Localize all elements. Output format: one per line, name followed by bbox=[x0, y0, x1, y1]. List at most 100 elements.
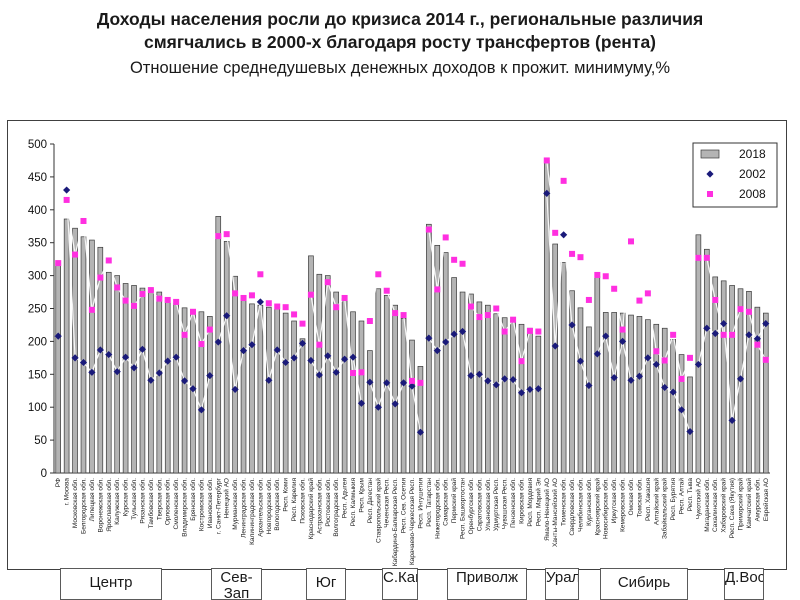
x-tick-label: Респ. Башкортостан bbox=[460, 478, 467, 539]
point-2002-76 bbox=[694, 360, 702, 369]
point-2002-42 bbox=[408, 382, 416, 390]
point-2002-50 bbox=[475, 370, 483, 378]
point-2002-47 bbox=[450, 330, 458, 338]
x-tick-label: Омская обл. bbox=[627, 478, 635, 516]
bar-2018-62 bbox=[577, 307, 584, 474]
bar-2018-76 bbox=[695, 234, 702, 474]
point-2008-79 bbox=[720, 331, 727, 338]
legend-label-2002: 2002 bbox=[739, 167, 766, 181]
x-tick-label: Оренбургская обл. bbox=[467, 478, 475, 534]
point-2008-59 bbox=[552, 229, 559, 236]
point-2008-36 bbox=[358, 369, 365, 376]
x-tick-label: Ленинградская обл. bbox=[240, 478, 248, 538]
point-2002-73 bbox=[669, 388, 677, 396]
x-tick-label: Ханты-Мансийский АО bbox=[551, 478, 559, 547]
point-2002-58 bbox=[543, 189, 551, 197]
point-2002-25 bbox=[265, 376, 273, 384]
x-tick-label: Респ. Калмыкия bbox=[350, 478, 357, 527]
point-2002-60 bbox=[560, 231, 568, 239]
point-2008-68 bbox=[628, 238, 635, 245]
x-tick-label: Респ. Дагестан bbox=[367, 478, 374, 524]
point-2008-52 bbox=[493, 305, 500, 312]
bar-2018-52 bbox=[493, 313, 500, 474]
x-tick-label: Астраханская обл. bbox=[315, 478, 323, 534]
point-2008-41 bbox=[400, 312, 407, 319]
bar-2018-45 bbox=[434, 244, 441, 474]
bar-2018-13 bbox=[164, 298, 171, 474]
bar-2018-55 bbox=[518, 323, 525, 474]
point-2002-40 bbox=[391, 400, 399, 408]
x-tick-label: Новгородская обл. bbox=[265, 478, 273, 535]
x-tick-label: Краснодарский край bbox=[307, 478, 315, 540]
point-2008-81 bbox=[737, 306, 744, 313]
point-2002-49 bbox=[467, 372, 475, 380]
point-2008-64 bbox=[594, 271, 601, 278]
bar-2018-38 bbox=[375, 288, 382, 474]
y-tick-label: 0 bbox=[41, 468, 47, 480]
bar-2018-22 bbox=[240, 298, 247, 474]
point-2008-2 bbox=[72, 251, 79, 258]
point-2008-24 bbox=[257, 271, 264, 278]
bar-2018-63 bbox=[586, 326, 592, 474]
point-2002-19 bbox=[214, 338, 222, 346]
bar-2018-17 bbox=[198, 311, 205, 474]
point-2008-33 bbox=[333, 304, 340, 311]
point-2008-21 bbox=[232, 290, 239, 297]
legend-swatch-2008 bbox=[707, 191, 713, 197]
bar-2018-60 bbox=[560, 262, 567, 474]
bar-2018-35 bbox=[350, 311, 356, 474]
point-2008-72 bbox=[661, 357, 668, 364]
bar-2018-37 bbox=[367, 350, 373, 474]
point-2008-62 bbox=[577, 254, 584, 261]
point-2008-25 bbox=[265, 300, 272, 307]
point-2008-75 bbox=[686, 354, 693, 361]
point-2002-55 bbox=[517, 389, 526, 397]
region-label-northwest: Сев-Зап bbox=[220, 569, 253, 600]
point-2008-45 bbox=[434, 286, 441, 293]
point-2002-15 bbox=[180, 377, 189, 385]
point-2008-50 bbox=[476, 314, 483, 321]
point-2008-35 bbox=[350, 369, 357, 376]
point-2008-12 bbox=[156, 295, 163, 302]
legend-label-2018: 2018 bbox=[739, 147, 766, 161]
point-2002-82 bbox=[745, 331, 753, 339]
chart-title-line2: смягчались в 2000-х благодаря росту тран… bbox=[143, 32, 657, 52]
point-2008-10 bbox=[139, 291, 146, 298]
x-tick-label: Новосибирская обл. bbox=[602, 478, 610, 539]
x-tick-label: Магаданская обл. bbox=[703, 478, 711, 532]
bar-2018-73 bbox=[670, 339, 676, 474]
point-2002-57 bbox=[534, 385, 542, 393]
bar-2018-56 bbox=[527, 327, 533, 474]
y-tick-label: 50 bbox=[34, 435, 47, 447]
x-tick-label: Волгоградская обл. bbox=[332, 478, 340, 537]
bar-2018-28 bbox=[291, 320, 297, 474]
bar-2018-58 bbox=[543, 160, 550, 474]
point-2008-34 bbox=[341, 294, 348, 301]
point-2002-83 bbox=[753, 335, 761, 343]
bar-2018-8 bbox=[122, 283, 129, 474]
point-2002-2 bbox=[71, 354, 79, 362]
region-label-ural: Урал bbox=[546, 569, 579, 586]
point-2008-31 bbox=[316, 341, 323, 348]
y-tick-label: 100 bbox=[28, 402, 47, 414]
x-tick-label: Чувашская Респ. bbox=[502, 478, 509, 529]
point-2002-1 bbox=[63, 186, 71, 194]
bar-2018-59 bbox=[552, 243, 558, 474]
point-2008-55 bbox=[518, 358, 525, 365]
point-2008-53 bbox=[501, 328, 508, 335]
region-box-far-east: Д.Вост bbox=[724, 568, 764, 600]
bar-2018-21 bbox=[232, 275, 238, 474]
x-tick-label: Тверская обл. bbox=[155, 478, 163, 520]
x-tick-label: Ямало-Ненецкий АО bbox=[543, 478, 551, 541]
bar-2018-3 bbox=[80, 236, 87, 474]
point-2002-61 bbox=[568, 321, 576, 329]
point-2008-73 bbox=[670, 331, 677, 338]
point-2002-48 bbox=[458, 327, 467, 336]
point-2002-38 bbox=[374, 403, 382, 411]
point-2008-46 bbox=[442, 234, 449, 241]
x-tick-label: г. Москва bbox=[64, 478, 71, 506]
region-box-siberia: Сибирь bbox=[600, 568, 688, 600]
bar-2018-41 bbox=[400, 318, 407, 474]
x-tick-label: Карачаево-Черкесская Респ. bbox=[409, 478, 416, 565]
x-tick-label: Ненецкий АО bbox=[223, 478, 231, 518]
